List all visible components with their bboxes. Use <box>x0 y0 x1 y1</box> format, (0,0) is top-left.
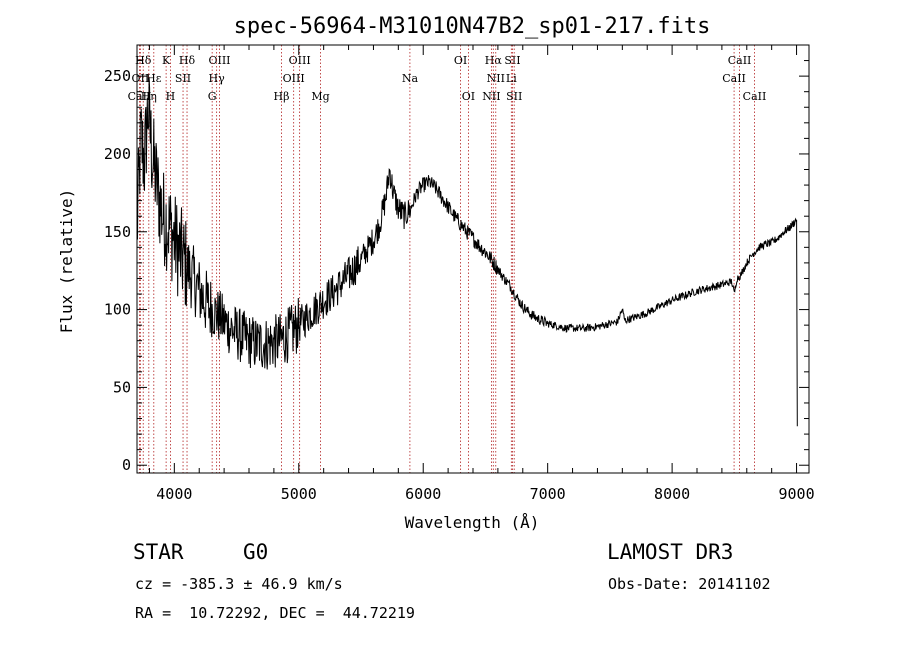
spectral-line-label: Mg <box>311 90 329 103</box>
redshift-readout: cz = -385.3 ± 46.9 km/s <box>135 575 343 593</box>
spectral-line-label: NII <box>482 90 500 103</box>
flux-series-line <box>136 77 798 427</box>
spectral-line-label: SII <box>175 72 191 85</box>
spectral-line-label: Na <box>402 72 419 85</box>
spectral-line-label: OIII <box>289 54 311 67</box>
y-axis-label: Flux (relative) <box>57 189 76 334</box>
spectral-line-label: OIII <box>208 54 230 67</box>
obs-date: Obs-Date: 20141102 <box>608 575 771 593</box>
spectral-line-label: Hα <box>485 54 503 67</box>
x-tick-label: 4000 <box>156 485 192 503</box>
chart-title: spec-56964-M31010N47B2_sp01-217.fits <box>234 14 711 39</box>
spectral-line-label: CaII <box>722 72 746 85</box>
spectral-line-label: OII <box>132 72 150 85</box>
x-axis-label: Wavelength (Å) <box>405 513 540 532</box>
coordinates: RA = 10.72292, DEC = 44.72219 <box>135 604 415 622</box>
spectral-line-label: OIII <box>283 72 305 85</box>
spectral-line-label: G <box>208 90 217 103</box>
spectral-line-label: K <box>162 54 171 67</box>
spectral-line-label: Hβ <box>274 90 290 103</box>
spectral-line-label: CaII <box>128 90 152 103</box>
y-tick-label: 100 <box>104 301 131 319</box>
x-tick-label: 8000 <box>654 485 690 503</box>
survey-name: LAMOST DR3 <box>607 540 734 564</box>
plot-frame <box>136 44 810 474</box>
spectral-line-label: Li <box>506 72 517 85</box>
spectral-line-label: OI <box>462 90 475 103</box>
y-tick-label: 50 <box>113 378 131 396</box>
y-tick-label: 200 <box>104 145 131 163</box>
axes-ticks: 4000 5000 6000 7000 8000 9000 0 50 100 150 200 250 <box>104 45 815 503</box>
series-layer <box>136 77 798 427</box>
y-tick-label: 250 <box>104 67 131 85</box>
spectral-line-label: Hε <box>146 72 162 85</box>
object-subclass: G0 <box>243 540 269 564</box>
x-tick-label: 5000 <box>281 485 317 503</box>
spectral-line-label: CaII <box>743 90 767 103</box>
spectral-line-label: Hδ <box>179 54 196 67</box>
spectral-line-label: OI <box>454 54 467 67</box>
spectral-line-label: SII <box>504 54 520 67</box>
spectral-line-label: H <box>166 90 176 103</box>
object-class: STAR <box>133 540 184 564</box>
x-tick-label: 6000 <box>405 485 441 503</box>
y-tick-label: 0 <box>122 456 131 474</box>
y-tick-label: 150 <box>104 223 131 241</box>
spectral-line-label: SII <box>506 90 522 103</box>
spectral-line-label: CaII <box>728 54 752 67</box>
spectral-line-label: NII <box>487 72 505 85</box>
x-tick-label: 7000 <box>530 485 566 503</box>
spectral-line-label: Hγ <box>209 72 226 85</box>
x-tick-label: 9000 <box>778 485 814 503</box>
